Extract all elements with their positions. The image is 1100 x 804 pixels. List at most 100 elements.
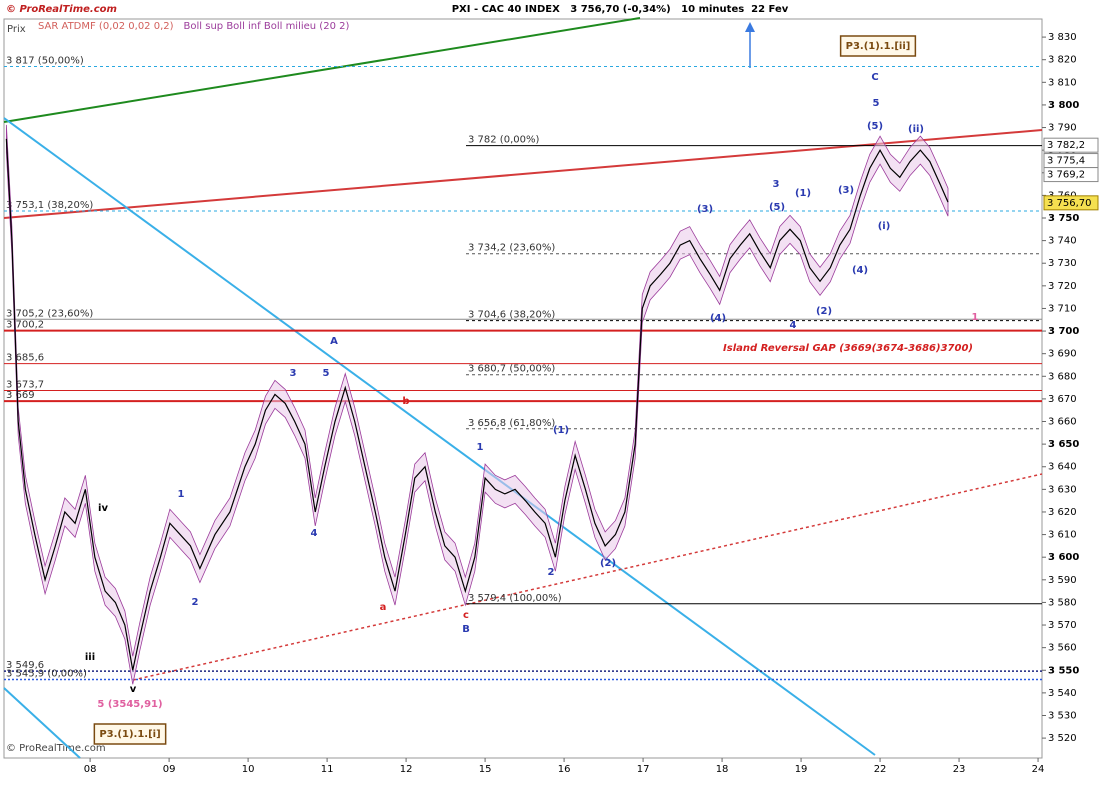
wave-box-label: P3.(1).1.[ii] — [846, 41, 911, 52]
wave-label: (ii) — [908, 124, 924, 135]
wave-label: (5) — [867, 121, 883, 132]
y-tick-label: 3 660 — [1048, 417, 1077, 428]
indicator-label: Boll sup Boll inf Boll milieu (20 2) — [184, 21, 350, 32]
wave-box — [93, 723, 167, 745]
y-tick-label: 3 710 — [1048, 303, 1077, 314]
wave-label: B — [462, 624, 470, 635]
wave-box — [839, 35, 917, 57]
wave-label: c — [463, 610, 469, 621]
trend-line — [3, 17, 641, 123]
trend-line — [3, 117, 876, 756]
y-tick-label: 3 820 — [1048, 55, 1077, 66]
y-tick-label: 3 550 — [1048, 665, 1079, 676]
y-tick-label: 3 650 — [1048, 439, 1079, 450]
wave-label: b — [402, 396, 409, 407]
y-tick-label: 3 520 — [1048, 733, 1077, 744]
wave-label: 5 (3545,91) — [97, 699, 162, 710]
price-tag — [1043, 137, 1099, 153]
y-tick-label: 3 540 — [1048, 688, 1077, 699]
y-tick-label: 3 640 — [1048, 462, 1077, 473]
y-tick-label: 3 670 — [1048, 394, 1077, 405]
bollinger-band — [5, 124, 949, 685]
wave-label: 3 — [773, 179, 780, 190]
x-tick-label: 18 — [716, 764, 729, 775]
wave-label: C — [871, 72, 878, 83]
level-label: 3 680,7 (50,00%) — [468, 364, 555, 375]
y-tick-label: 3 680 — [1048, 371, 1077, 382]
gap-note: Island Reversal GAP (3669(3674-3686)3700… — [723, 343, 973, 354]
price-tag — [1043, 167, 1099, 183]
y-tick-label: 3 610 — [1048, 530, 1077, 541]
level-label: 3 669 — [6, 390, 35, 401]
x-tick-label: 17 — [637, 764, 650, 775]
y-tick-label: 3 560 — [1048, 643, 1077, 654]
y-tick-label: 3 620 — [1048, 507, 1077, 518]
wave-label: 5 — [873, 98, 880, 109]
wave-label: (2) — [816, 306, 832, 317]
wave-label: (i) — [878, 221, 891, 232]
panel-label: Prix — [7, 24, 26, 35]
x-tick-label: 24 — [1032, 764, 1045, 775]
price-tag-label: 3 775,4 — [1047, 156, 1085, 167]
wave-label: 2 — [192, 597, 199, 608]
level-label: 3 673,7 — [6, 380, 44, 391]
x-tick-label: 12 — [400, 764, 413, 775]
wave-label: (5) — [769, 202, 785, 213]
level-label: 3 579,4 (100,00%) — [468, 593, 562, 604]
y-tick-label: 3 750 — [1048, 213, 1079, 224]
wave-label: 1 — [972, 312, 979, 323]
indicator-label: SAR ATDMF (0,02 0,02 0,2) — [38, 21, 174, 32]
y-tick-label: 3 600 — [1048, 552, 1079, 563]
level-label: 3 734,2 (23,60%) — [468, 243, 555, 254]
plot-frame — [3, 18, 1043, 759]
x-tick-label: 08 — [84, 764, 97, 775]
wave-label: (1) — [553, 425, 569, 436]
x-tick-label: 23 — [953, 764, 966, 775]
target-arrow-head — [745, 22, 755, 32]
wave-label: iv — [98, 503, 108, 514]
y-tick-label: 3 790 — [1048, 123, 1077, 134]
wave-label: (4) — [710, 313, 726, 324]
y-tick-label: 3 590 — [1048, 575, 1077, 586]
wave-label: 4 — [790, 320, 797, 331]
wave-box-label: P3.(1).1.[i] — [99, 729, 160, 740]
wave-label: a — [380, 602, 387, 613]
x-tick-label: 19 — [795, 764, 808, 775]
y-tick-label: 3 700 — [1048, 326, 1079, 337]
y-tick-label: 3 720 — [1048, 281, 1077, 292]
wave-label: 2 — [548, 567, 555, 578]
wave-label: 1 — [178, 489, 185, 500]
y-tick-label: 3 570 — [1048, 620, 1077, 631]
price-tag — [1043, 195, 1099, 211]
wave-label: iii — [85, 652, 95, 663]
wave-label: (3) — [838, 185, 854, 196]
wave-label: (2) — [600, 558, 616, 569]
wave-label: (3) — [697, 204, 713, 215]
wave-label: A — [330, 336, 338, 347]
level-label: 3 545,9 (0,00%) — [6, 669, 87, 680]
price-line — [5, 138, 949, 671]
y-tick-label: 3 630 — [1048, 484, 1077, 495]
x-tick-label: 09 — [163, 764, 176, 775]
chart-title: PXI - CAC 40 INDEX 3 756,70 (-0,34%) 10 … — [452, 4, 789, 15]
level-label: 3 704,6 (38,20%) — [468, 310, 555, 321]
trend-line — [3, 687, 81, 759]
y-tick-label: 3 730 — [1048, 258, 1077, 269]
y-tick-label: 3 690 — [1048, 349, 1077, 360]
brand: © ProRealTime.com — [6, 4, 117, 15]
level-label: 3 817 (50,00%) — [6, 55, 84, 66]
y-tick-label: 3 800 — [1048, 100, 1079, 111]
level-label: 3 700,2 — [6, 320, 44, 331]
x-tick-label: 22 — [874, 764, 887, 775]
footer: © ProRealTime.com — [6, 743, 106, 754]
level-label: 3 685,6 — [6, 353, 44, 364]
trend-line — [132, 473, 1043, 681]
wave-label: 3 — [290, 368, 297, 379]
level-label: 3 782 (0,00%) — [468, 135, 539, 146]
wave-label: (4) — [852, 265, 868, 276]
y-tick-label: 3 830 — [1048, 32, 1077, 43]
wave-label: v — [130, 684, 137, 695]
